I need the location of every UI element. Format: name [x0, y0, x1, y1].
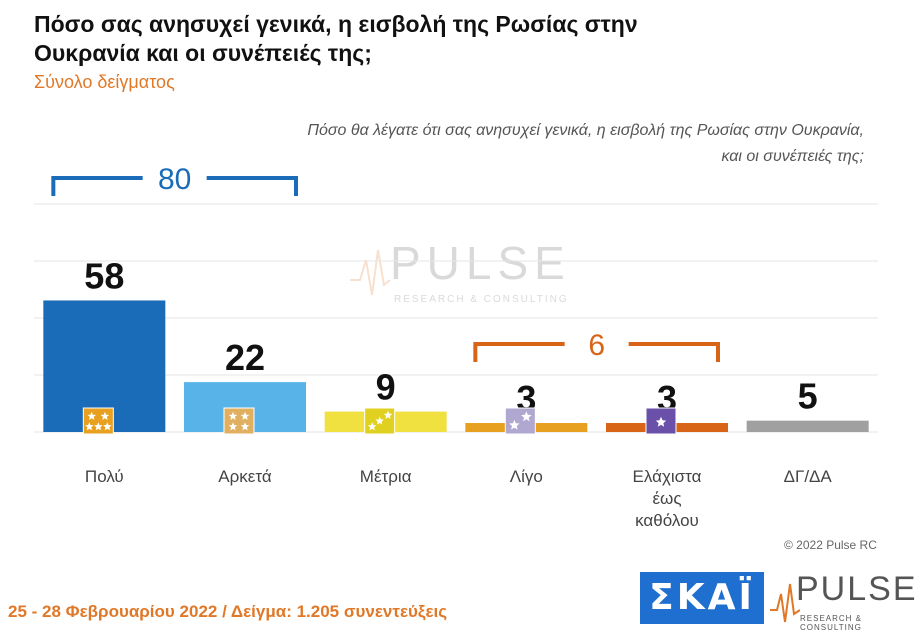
pulse-logo-name: PULSE: [796, 570, 918, 608]
star-icon: [383, 410, 393, 419]
star-icon: [103, 422, 112, 431]
pulse-logo: PULSE RESEARCH & CONSULTING: [770, 570, 920, 632]
rating-icon: [223, 407, 255, 435]
star-icon: [509, 419, 520, 430]
star-icon: [85, 422, 94, 431]
category-label: Αρκετά: [218, 467, 272, 486]
chart-title: Πόσο σας ανησυχεί γενικά, η εισβολή της …: [34, 11, 638, 66]
group-bracket-left: [51, 176, 143, 196]
star-icon: [228, 422, 238, 431]
star-icon: [240, 411, 250, 420]
copyright-text: © 2022 Pulse RC: [784, 538, 877, 552]
category-label: έως: [652, 489, 681, 508]
rating-icon: [82, 407, 114, 435]
category-label: καθόλου: [635, 511, 699, 530]
category-label: Λίγο: [510, 467, 543, 486]
group-bracket-right: [206, 176, 298, 196]
group-bracket-right: [628, 342, 720, 362]
star-icon: [367, 422, 377, 431]
skai-logo: ΣΚΑΪ: [640, 572, 764, 624]
pulse-logo-tagline: RESEARCH & CONSULTING: [800, 614, 863, 632]
category-label: Πολύ: [85, 467, 124, 486]
group-bracket-left: [473, 342, 565, 362]
value-label: 5: [798, 376, 818, 417]
question-text: Πόσο θα λέγατε ότι σας ανησυχεί γενικά, …: [224, 118, 864, 170]
value-label: 9: [376, 367, 396, 408]
value-label: 22: [225, 337, 265, 378]
watermark-name: PULSE: [390, 237, 571, 289]
category-label: Ελάχιστα: [633, 467, 702, 486]
category-label: ΔΓ/ΔΑ: [784, 467, 833, 486]
star-icon: [87, 411, 96, 420]
pulse-logo-wave-icon: [770, 583, 800, 623]
category-label: Μέτρια: [360, 467, 412, 486]
star-icon: [94, 422, 103, 431]
value-label: 58: [84, 255, 124, 296]
star-icon: [100, 411, 110, 420]
star-icon: [521, 411, 532, 422]
group-total-label: 6: [588, 329, 605, 362]
bar-6: [746, 420, 869, 432]
star-icon: [375, 416, 384, 425]
question-line-1: Πόσο θα λέγατε ότι σας ανησυχεί γενικά, …: [307, 122, 864, 139]
question-line-2: και οι συνέπειές της;: [721, 148, 864, 165]
star-icon: [228, 411, 238, 420]
fieldwork-info: 25 - 28 Φεβρουαρίου 2022 / Δείγμα: 1.205…: [8, 602, 448, 621]
chart-subtitle: Σύνολο δείγματος: [34, 72, 175, 92]
watermark-tagline: RESEARCH & CONSULTING: [394, 294, 569, 305]
pulse-watermark: PULSE RESEARCH & CONSULTING: [350, 236, 580, 306]
star-icon: [240, 422, 250, 431]
pulse-wave-icon: [350, 249, 391, 296]
group-total-label: 80: [158, 163, 191, 196]
bar-chart: 58Πολύ22Αρκετά9Μέτρια3Λίγο3Ελάχισταέωςκα…: [34, 163, 878, 530]
rating-icon: [504, 407, 536, 435]
star-icon: [655, 416, 667, 427]
